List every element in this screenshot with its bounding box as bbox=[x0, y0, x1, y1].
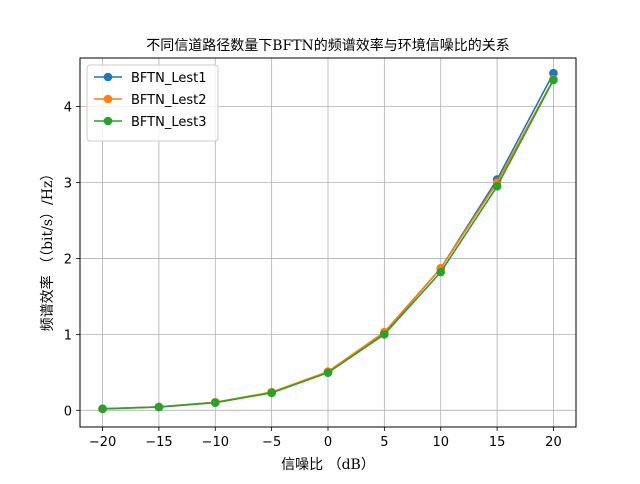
y-tick-label: 1 bbox=[64, 328, 72, 343]
legend-item: BFTN_Lest2 bbox=[94, 93, 207, 108]
series-layer bbox=[98, 68, 558, 414]
x-tick-label: 5 bbox=[380, 435, 388, 450]
legend-item: BFTN_Lest3 bbox=[94, 115, 207, 130]
data-point bbox=[549, 68, 558, 78]
y-tick-label: 2 bbox=[64, 252, 72, 267]
legend-swatch-marker bbox=[103, 72, 113, 82]
data-point bbox=[492, 182, 502, 191]
legend-item: BFTN_Lest1 bbox=[94, 71, 207, 86]
x-tick-label: −10 bbox=[202, 435, 229, 450]
data-point bbox=[98, 404, 107, 414]
y-tick-label: 0 bbox=[64, 404, 72, 419]
legend: BFTN_Lest1 BFTN_Lest2 BFTN_Lest3 bbox=[86, 64, 219, 142]
data-point bbox=[210, 398, 220, 408]
x-tick-label: 10 bbox=[432, 435, 449, 450]
legend-box bbox=[86, 64, 219, 142]
y-tick-label: 4 bbox=[64, 101, 72, 116]
x-tick-label: 15 bbox=[489, 435, 506, 450]
data-point bbox=[549, 75, 558, 85]
data-point bbox=[436, 267, 446, 277]
x-tick-label: −15 bbox=[145, 435, 172, 450]
legend-label: BFTN_Lest3 bbox=[131, 115, 207, 130]
y-axis-ticks: 0 1 2 3 4 bbox=[64, 101, 80, 419]
data-point bbox=[154, 402, 164, 412]
chart-title: 不同信道路径数量下BFTN的频谱效率与环境信噪比的关系 bbox=[146, 37, 510, 54]
data-point bbox=[267, 388, 276, 398]
data-point bbox=[323, 368, 333, 378]
x-tick-label: −5 bbox=[262, 435, 281, 450]
x-axis-ticks: −20 −15 −10 −5 0 5 10 15 20 bbox=[89, 427, 562, 450]
data-point bbox=[380, 330, 389, 339]
x-tick-label: 20 bbox=[545, 435, 562, 450]
legend-label: BFTN_Lest2 bbox=[131, 93, 207, 108]
legend-swatch-marker bbox=[103, 94, 113, 104]
x-axis-label: 信噪比 （dB） bbox=[281, 457, 375, 473]
x-tick-label: 0 bbox=[324, 435, 332, 450]
legend-label: BFTN_Lest1 bbox=[131, 71, 207, 86]
x-tick-label: −20 bbox=[89, 435, 116, 450]
series-3 bbox=[98, 75, 558, 414]
legend-swatch-marker bbox=[103, 116, 113, 126]
y-axis-label: 频谱效率 （（bit/s）/Hz） bbox=[39, 167, 56, 332]
y-tick-label: 3 bbox=[64, 177, 72, 192]
